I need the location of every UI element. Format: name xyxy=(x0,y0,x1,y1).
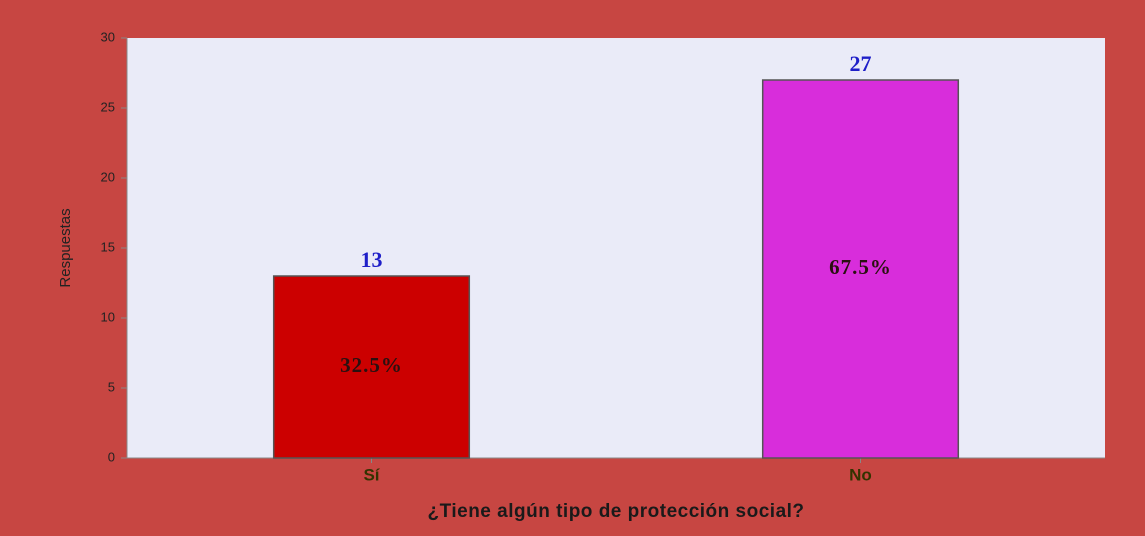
y-tick-label: 25 xyxy=(101,99,115,114)
percent-label: 32.5% xyxy=(340,353,403,377)
x-axis-label: ¿Tiene algún tipo de protección social? xyxy=(427,501,804,522)
value-label: 13 xyxy=(361,247,383,272)
percent-label: 67.5% xyxy=(829,255,892,279)
y-tick-label: 20 xyxy=(101,169,115,184)
value-label: 27 xyxy=(850,51,872,76)
bar xyxy=(272,275,471,459)
y-tick-label: 0 xyxy=(108,449,115,464)
y-axis-label: Respuestas xyxy=(57,208,74,287)
y-tick-label: 5 xyxy=(108,379,115,394)
y-tick-label: 15 xyxy=(101,239,115,254)
x-tick-label: No xyxy=(849,465,872,484)
bar xyxy=(761,79,960,459)
y-tick-label: 30 xyxy=(101,29,115,44)
y-tick-label: 10 xyxy=(101,309,115,324)
x-tick-label: Sí xyxy=(363,465,380,484)
